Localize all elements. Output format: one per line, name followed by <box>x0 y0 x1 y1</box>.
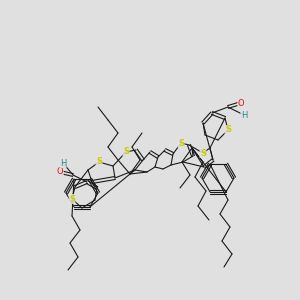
Text: O: O <box>238 98 244 107</box>
Text: H: H <box>60 158 66 167</box>
Text: H: H <box>241 110 247 119</box>
Text: O: O <box>57 167 63 176</box>
Text: S: S <box>200 148 206 158</box>
Text: S: S <box>178 139 184 148</box>
Text: S: S <box>123 148 129 157</box>
Text: S: S <box>69 194 75 203</box>
Text: S: S <box>225 125 231 134</box>
Text: S: S <box>96 158 102 166</box>
